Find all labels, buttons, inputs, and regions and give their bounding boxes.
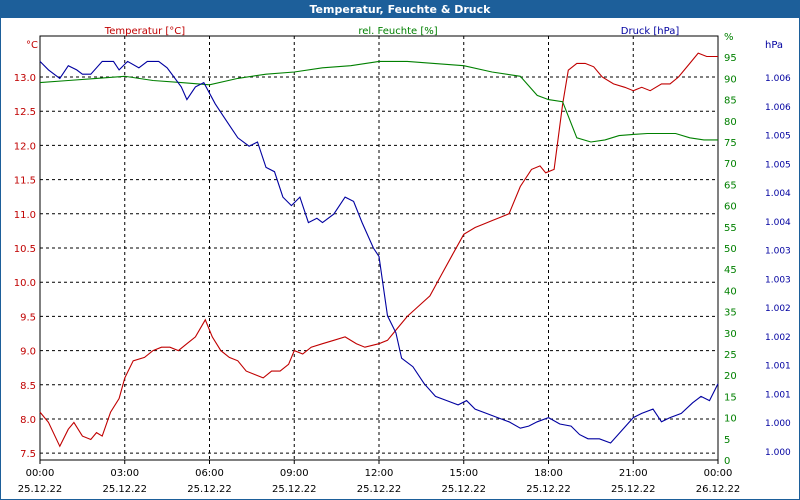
temperature-header: Temperatur [°C] [104, 26, 185, 37]
temperature-tick: 8.5 [20, 381, 36, 392]
humidity-line [39, 60, 718, 143]
x-tick-date: 25.12.22 [272, 484, 317, 495]
humidity-tick: % [724, 32, 734, 43]
humidity-tick: 55 [724, 223, 737, 234]
pressure-header: Druck [hPa] [621, 26, 680, 37]
x-tick-time: 12:00 [365, 468, 394, 479]
pressure-tick: 1.006 [765, 103, 791, 113]
x-tick-time: 03:00 [110, 468, 139, 479]
pressure-tick: 1.003 [765, 275, 791, 285]
pressure-tick: 1.004 [765, 189, 791, 199]
pressure-unit: hPa [765, 40, 783, 51]
x-tick-time: 00:00 [704, 468, 733, 479]
pressure-axis: 1.006 1.006 1.005 1.005 1.004 1.004 1.003 1.003… [765, 40, 791, 458]
temperature-tick: 10.5 [14, 244, 36, 255]
x-tick-date: 25.12.22 [18, 484, 63, 495]
temperature-tick: 11.0 [14, 210, 36, 221]
humidity-tick: 70 [724, 159, 737, 170]
x-axis: 00:00 25.12.22 03:00 25.12.22 06:00 25.12.22 0… [18, 460, 741, 495]
humidity-axis: 0 5 10 15 20 25 30 35 40 45 50 55 60 65 70 75 80 85 90 95% [724, 32, 737, 467]
pressure-tick: 1.000 [765, 448, 791, 458]
humidity-tick: 35 [724, 308, 737, 319]
humidity-tick: 75 [724, 138, 737, 149]
axis-headers: Temperatur [°C] rel. Feuchte [%] Druck [hP… [104, 26, 680, 37]
humidity-tick: 90 [724, 74, 737, 85]
x-tick-date: 25.12.22 [611, 484, 656, 495]
x-tick-date: 25.12.22 [357, 484, 402, 495]
humidity-tick: 25 [724, 350, 737, 361]
temperature-unit: °C [26, 40, 38, 51]
x-tick-date: 25.12.22 [526, 484, 571, 495]
temperature-tick: 12.5 [14, 107, 36, 118]
temperature-tick: 7.5 [20, 449, 36, 460]
x-tick-date: 25.12.22 [187, 484, 232, 495]
temperature-tick: 9.5 [20, 312, 36, 323]
x-tick-time: 09:00 [280, 468, 309, 479]
x-tick-time: 06:00 [195, 468, 224, 479]
humidity-tick: 45 [724, 265, 737, 276]
temperature-tick: 13.0 [14, 73, 36, 84]
humidity-tick: 20 [724, 371, 737, 382]
temperature-tick: 12.0 [14, 141, 36, 152]
humidity-tick: 95 [724, 53, 737, 64]
pressure-tick: 1.003 [765, 247, 791, 257]
humidity-tick: 10 [724, 414, 737, 425]
humidity-tick: 40 [724, 286, 737, 297]
humidity-tick: 65 [724, 180, 737, 191]
pressure-tick: 1.006 [765, 74, 791, 84]
x-tick-date: 25.12.22 [102, 484, 147, 495]
window-title: Temperatur, Feuchte & Druck [0, 0, 800, 18]
pressure-tick: 1.002 [765, 333, 791, 343]
pressure-line [39, 60, 719, 444]
x-tick-time: 21:00 [619, 468, 648, 479]
series-group [39, 52, 719, 448]
x-tick-time: 15:00 [449, 468, 478, 479]
humidity-tick: 30 [724, 329, 737, 340]
pressure-tick: 1.005 [765, 132, 791, 142]
temperature-tick: 10.0 [14, 278, 36, 289]
pressure-tick: 1.004 [765, 218, 791, 228]
temperature-tick: 11.5 [14, 176, 36, 187]
pressure-tick: 1.001 [765, 390, 791, 400]
humidity-tick: 5 [724, 435, 730, 446]
humidity-tick: 60 [724, 202, 737, 213]
x-tick-date: 26.12.22 [696, 484, 741, 495]
humidity-tick: 15 [724, 392, 737, 403]
temperature-tick: 8.0 [20, 415, 36, 426]
pressure-tick: 1.002 [765, 304, 791, 314]
pressure-tick: 1.000 [765, 419, 791, 429]
humidity-tick: 85 [724, 96, 737, 107]
humidity-tick: 80 [724, 117, 737, 128]
x-tick-time: 00:00 [26, 468, 55, 479]
temperature-line [39, 52, 718, 448]
temperature-tick: 9.0 [20, 347, 36, 358]
humidity-tick: 0 [724, 456, 730, 467]
pressure-tick: 1.001 [765, 362, 791, 372]
pressure-tick: 1.005 [765, 160, 791, 170]
humidity-header: rel. Feuchte [%] [358, 26, 437, 37]
x-tick-time: 18:00 [534, 468, 563, 479]
grid [40, 36, 718, 460]
x-tick-date: 25.12.22 [441, 484, 486, 495]
humidity-tick: 50 [724, 244, 737, 255]
temperature-axis: 7.5 8.0 8.5 9.0 9.5 10.0 10.5 11.0 11.5 12.0 12.5 1… [14, 40, 38, 460]
